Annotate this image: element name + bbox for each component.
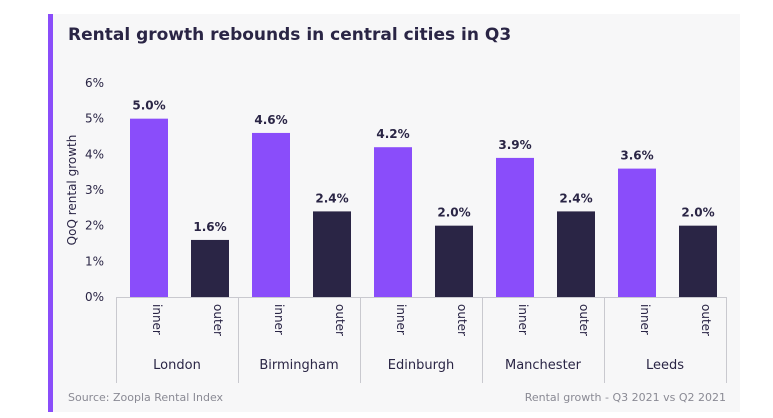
subcategory-label: outer (455, 304, 469, 336)
source-note: Source: Zoopla Rental Index (68, 391, 224, 404)
bar-birmingham-inner (252, 132, 290, 297)
bar-london-outer (191, 239, 229, 297)
category-label: Leeds (646, 358, 684, 373)
subcategory-label: outer (699, 304, 713, 336)
subcategory-label: inner (394, 304, 408, 335)
data-label: 2.0% (681, 206, 714, 220)
category-label: London (153, 358, 201, 373)
data-label: 2.4% (559, 191, 592, 205)
category-label: Edinburgh (388, 358, 454, 373)
subcategory-label: outer (211, 304, 225, 336)
bar-manchester-inner (496, 157, 534, 297)
category-label: Manchester (505, 358, 582, 373)
y-tick-label: 3% (85, 183, 104, 197)
data-label: 1.6% (193, 220, 226, 234)
bar-manchester-outer (557, 211, 595, 297)
accent-bar (48, 14, 53, 412)
bar-edinburgh-outer (435, 225, 473, 297)
y-tick-label: 5% (85, 112, 104, 126)
data-label: 3.6% (620, 149, 653, 163)
subcategory-label: inner (150, 304, 164, 335)
subcategory-label: inner (638, 304, 652, 335)
subcategory-label: outer (333, 304, 347, 336)
subcategory-label: inner (272, 304, 286, 335)
footnote: Rental growth - Q3 2021 vs Q2 2021 (524, 391, 726, 404)
bar-leeds-outer (679, 225, 717, 297)
data-label: 4.6% (254, 113, 287, 127)
data-label: 3.9% (498, 138, 531, 152)
bar-birmingham-outer (313, 211, 351, 297)
bar-leeds-inner (618, 168, 656, 297)
y-tick-label: 4% (85, 147, 104, 161)
data-label: 4.2% (376, 127, 409, 141)
data-label: 2.0% (437, 206, 470, 220)
y-tick-label: 1% (85, 254, 104, 268)
y-tick-label: 6% (85, 76, 104, 90)
subcategory-label: inner (516, 304, 530, 335)
y-axis-title: QoQ rental growth (65, 135, 79, 246)
subcategory-label: outer (577, 304, 591, 336)
y-tick-label: 2% (85, 219, 104, 233)
bar-london-inner (130, 118, 168, 298)
category-label: Birmingham (259, 358, 338, 373)
chart-title: Rental growth rebounds in central cities… (68, 25, 512, 45)
bar-edinburgh-inner (374, 147, 412, 297)
data-label: 5.0% (132, 99, 165, 113)
y-tick-label: 0% (85, 290, 104, 304)
data-label: 2.4% (315, 191, 348, 205)
